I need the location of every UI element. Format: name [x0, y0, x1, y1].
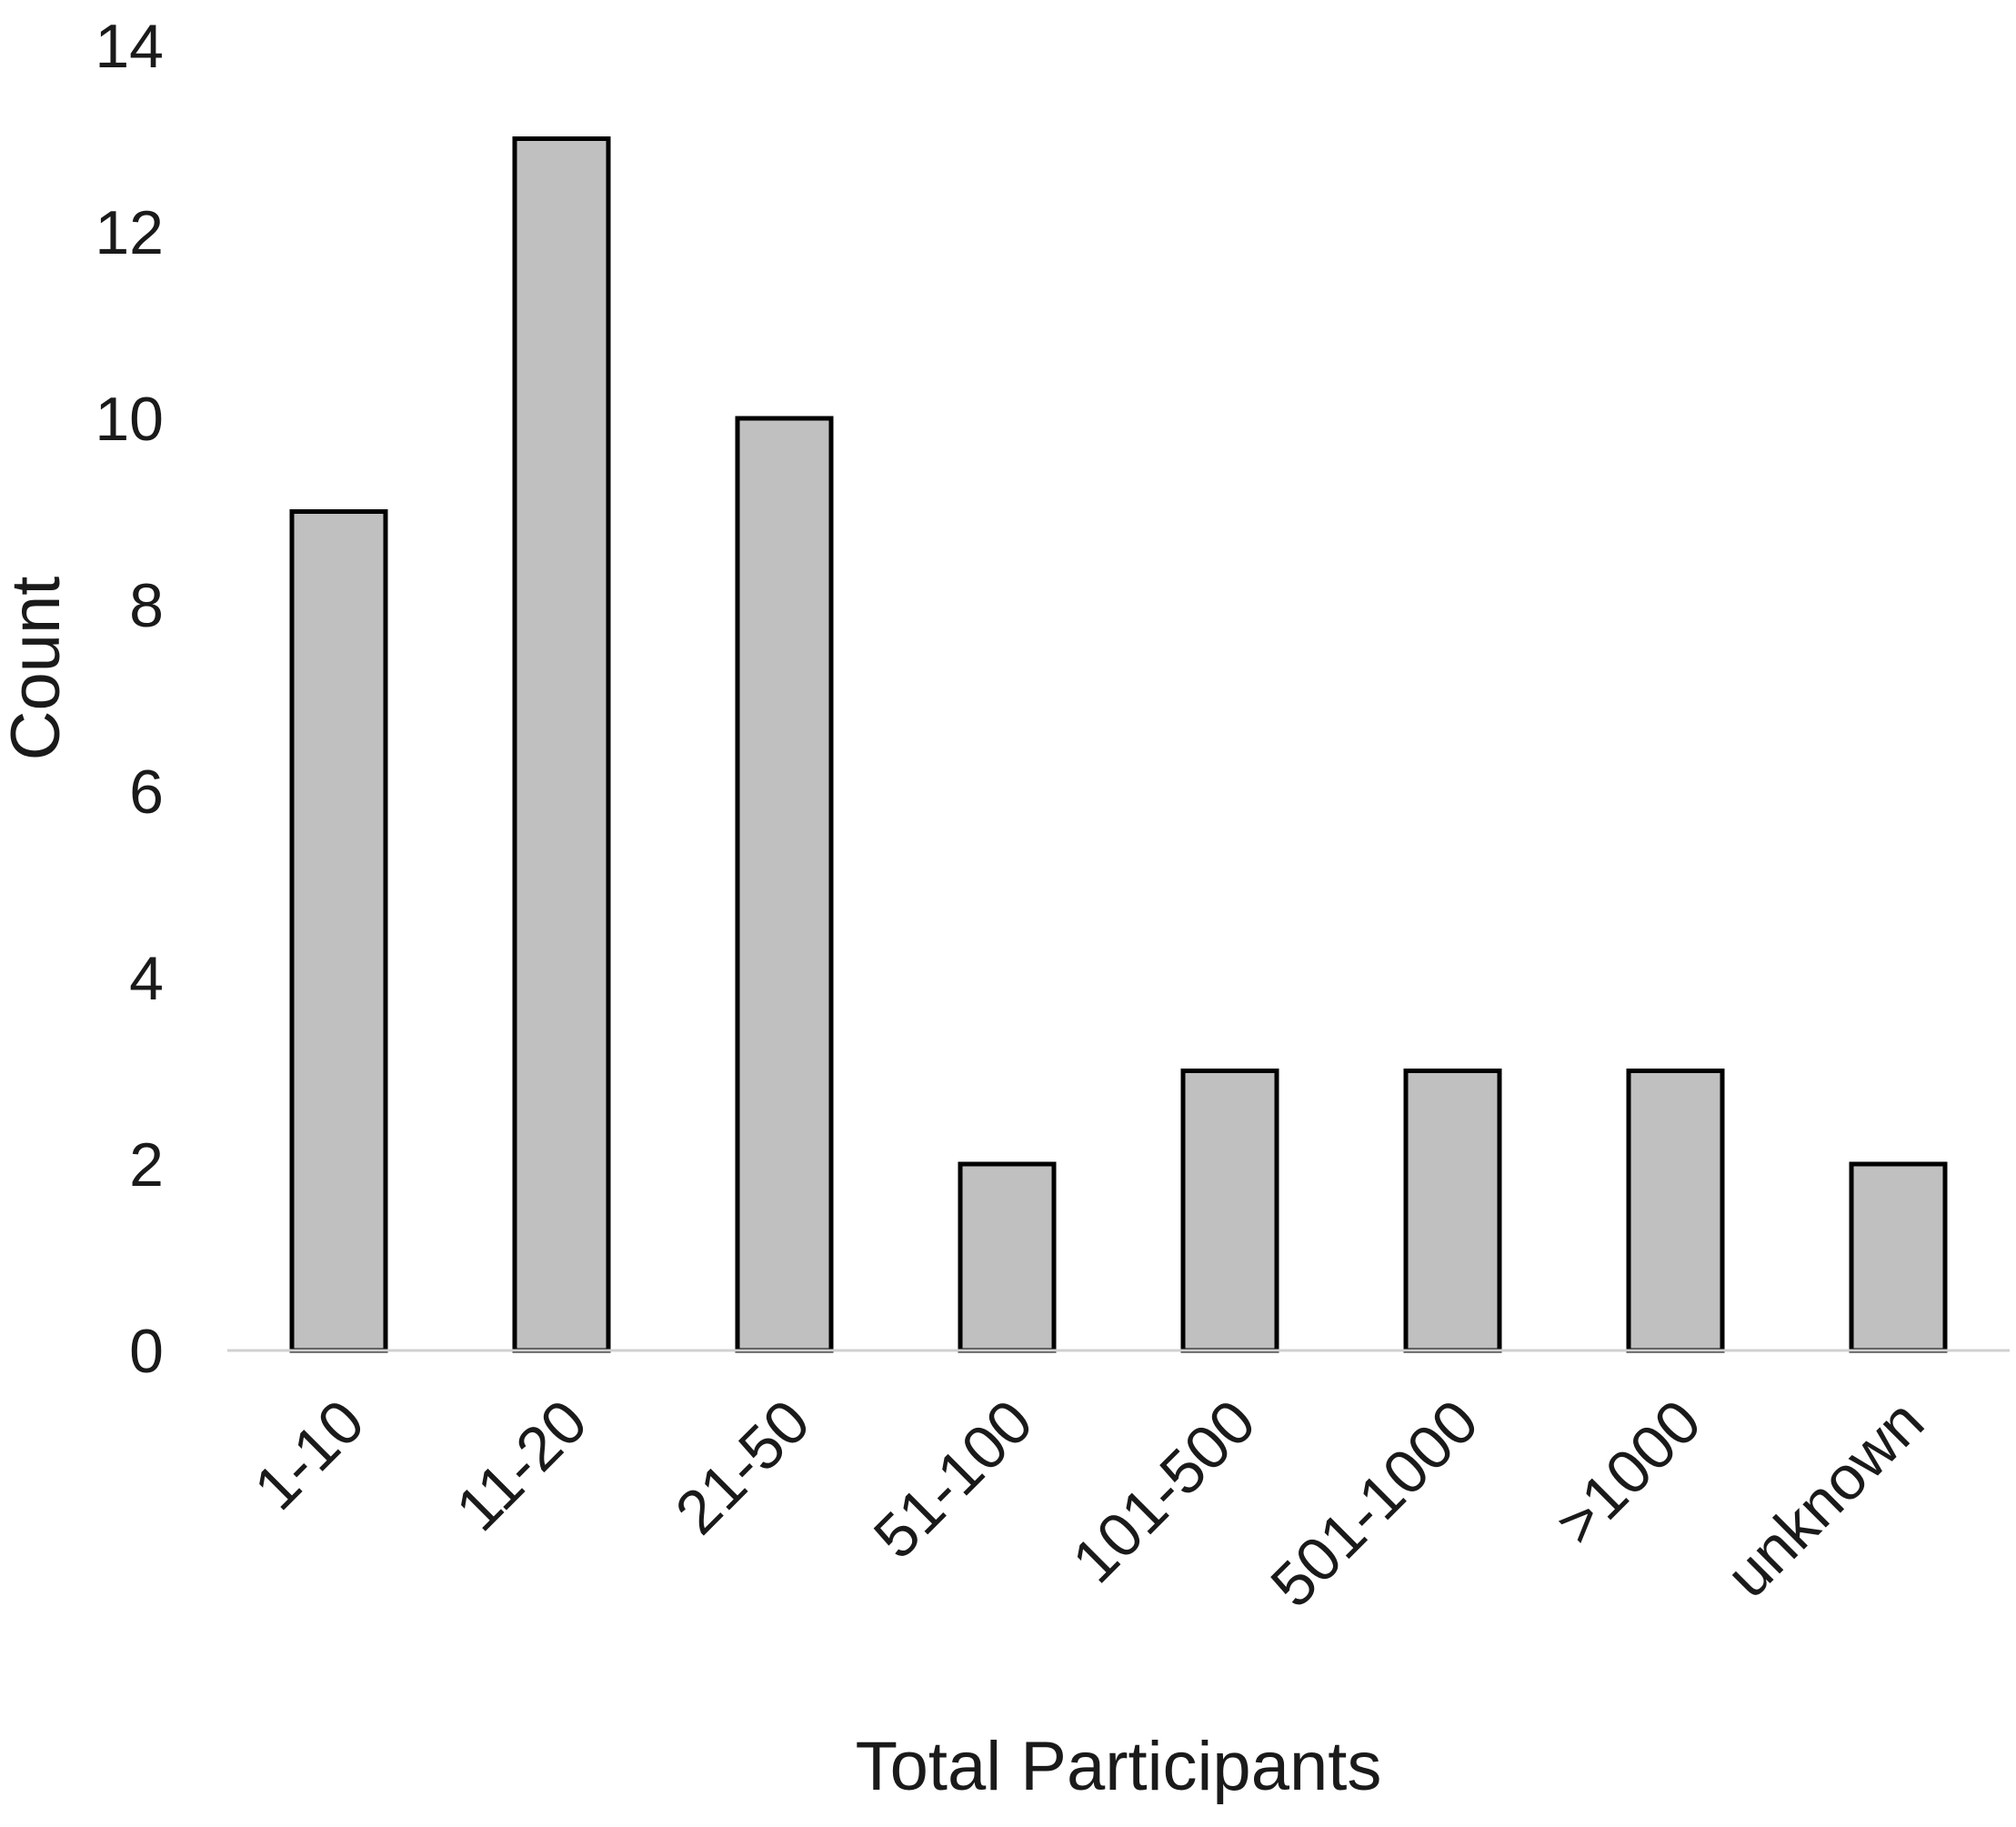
- y-tick-label: 14: [95, 12, 164, 81]
- y-tick-label: 0: [129, 1317, 164, 1386]
- x-tick-label: >1000: [1542, 1387, 1714, 1559]
- bar-unknown: [1849, 1161, 1948, 1353]
- x-axis-title: Total Participants: [856, 1728, 1382, 1805]
- bar-21-50: [735, 416, 834, 1353]
- x-tick-label: 11-20: [443, 1387, 600, 1544]
- x-tick-label: 51-100: [861, 1387, 1046, 1571]
- y-tick-label: 6: [129, 758, 164, 827]
- y-tick-labels: 0 2 4 6 8 10 12 14: [95, 12, 164, 1386]
- bar-101-500: [1180, 1069, 1279, 1353]
- bar->1000: [1626, 1069, 1725, 1353]
- bar-51-100: [958, 1161, 1057, 1353]
- x-tick-label: 501-1000: [1258, 1387, 1491, 1621]
- x-tick-label: 21-50: [662, 1387, 823, 1548]
- bars: [289, 136, 1948, 1353]
- y-tick-label: 4: [129, 944, 164, 1013]
- y-tick-label: 12: [95, 198, 164, 267]
- y-tick-label: 10: [95, 385, 164, 454]
- y-tick-label: 8: [129, 571, 164, 640]
- x-tick-label: unknown: [1713, 1387, 1937, 1611]
- x-tick-label: 101-500: [1059, 1387, 1269, 1596]
- bar-11-20: [512, 136, 611, 1353]
- x-tick-label: 1-10: [241, 1387, 377, 1523]
- y-tick-label: 2: [129, 1130, 164, 1200]
- y-axis-title: Count: [0, 577, 75, 761]
- bar-501-1000: [1403, 1069, 1502, 1353]
- bar-1-10: [289, 509, 388, 1353]
